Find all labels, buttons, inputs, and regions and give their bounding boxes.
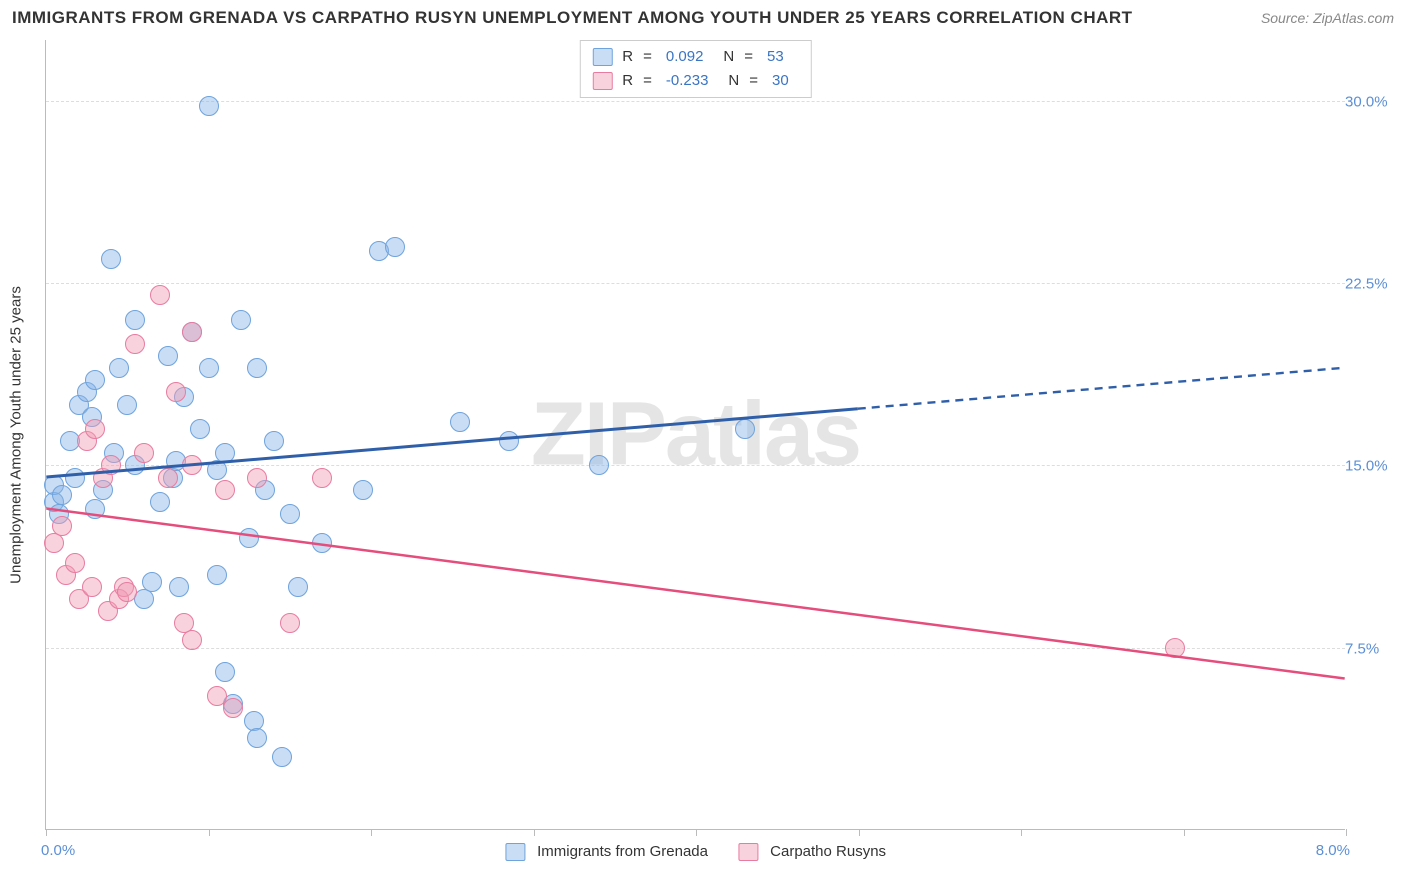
x-tick bbox=[534, 829, 535, 836]
x-tick bbox=[859, 829, 860, 836]
legend-row-carpatho: R = -0.233 N = 30 bbox=[592, 69, 798, 93]
data-point-carpatho bbox=[117, 582, 137, 602]
x-tick bbox=[46, 829, 47, 836]
data-point-grenada bbox=[215, 443, 235, 463]
data-point-grenada bbox=[264, 431, 284, 451]
data-point-grenada bbox=[589, 455, 609, 475]
y-tick-label: 30.0% bbox=[1345, 93, 1400, 110]
data-point-carpatho bbox=[1165, 638, 1185, 658]
n-value: 30 bbox=[772, 69, 789, 93]
data-point-grenada bbox=[247, 358, 267, 378]
legend-row-grenada: R = 0.092 N = 53 bbox=[592, 45, 798, 69]
data-point-grenada bbox=[101, 249, 121, 269]
data-point-grenada bbox=[207, 460, 227, 480]
n-label: N bbox=[723, 45, 734, 69]
data-point-carpatho bbox=[280, 613, 300, 633]
x-axis-min-label: 0.0% bbox=[41, 842, 75, 859]
gridline: 22.5% bbox=[46, 283, 1345, 284]
data-point-grenada bbox=[142, 572, 162, 592]
gridline: 15.0% bbox=[46, 465, 1345, 466]
data-point-grenada bbox=[169, 577, 189, 597]
data-point-grenada bbox=[117, 395, 137, 415]
data-point-carpatho bbox=[85, 419, 105, 439]
x-tick bbox=[209, 829, 210, 836]
r-value: 0.092 bbox=[666, 45, 704, 69]
data-point-carpatho bbox=[150, 285, 170, 305]
data-point-grenada bbox=[499, 431, 519, 451]
data-point-grenada bbox=[199, 96, 219, 116]
r-label: R bbox=[622, 45, 633, 69]
plot-area: R = 0.092 N = 53 R = -0.233 N = 30 ZIPat… bbox=[45, 40, 1345, 830]
data-point-carpatho bbox=[52, 516, 72, 536]
data-point-carpatho bbox=[223, 698, 243, 718]
legend-correlation: R = 0.092 N = 53 R = -0.233 N = 30 bbox=[579, 40, 811, 98]
x-tick bbox=[1346, 829, 1347, 836]
data-point-carpatho bbox=[65, 553, 85, 573]
title-bar: IMMIGRANTS FROM GRENADA VS CARPATHO RUSY… bbox=[12, 8, 1394, 28]
data-point-grenada bbox=[247, 728, 267, 748]
legend-item-grenada: Immigrants from Grenada bbox=[505, 843, 708, 861]
y-tick-label: 7.5% bbox=[1345, 640, 1400, 657]
data-point-grenada bbox=[272, 747, 292, 767]
data-point-grenada bbox=[735, 419, 755, 439]
data-point-grenada bbox=[450, 412, 470, 432]
legend-item-carpatho: Carpatho Rusyns bbox=[738, 843, 886, 861]
watermark: ZIPatlas bbox=[531, 383, 860, 486]
data-point-grenada bbox=[207, 565, 227, 585]
data-point-carpatho bbox=[215, 480, 235, 500]
data-point-carpatho bbox=[158, 468, 178, 488]
data-point-carpatho bbox=[44, 533, 64, 553]
data-point-carpatho bbox=[101, 455, 121, 475]
data-point-grenada bbox=[353, 480, 373, 500]
data-point-grenada bbox=[385, 237, 405, 257]
data-point-grenada bbox=[190, 419, 210, 439]
y-axis-title: Unemployment Among Youth under 25 years bbox=[8, 286, 25, 584]
data-point-carpatho bbox=[166, 382, 186, 402]
data-point-carpatho bbox=[82, 577, 102, 597]
data-point-grenada bbox=[312, 533, 332, 553]
swatch-icon bbox=[592, 48, 612, 66]
data-point-grenada bbox=[65, 468, 85, 488]
x-tick bbox=[696, 829, 697, 836]
swatch-icon bbox=[505, 843, 525, 861]
gridline: 7.5% bbox=[46, 648, 1345, 649]
data-point-grenada bbox=[231, 310, 251, 330]
data-point-grenada bbox=[215, 662, 235, 682]
swatch-icon bbox=[738, 843, 758, 861]
data-point-grenada bbox=[150, 492, 170, 512]
data-point-carpatho bbox=[134, 443, 154, 463]
gridline: 30.0% bbox=[46, 101, 1345, 102]
data-point-grenada bbox=[280, 504, 300, 524]
chart-title: IMMIGRANTS FROM GRENADA VS CARPATHO RUSY… bbox=[12, 8, 1133, 28]
data-point-grenada bbox=[125, 310, 145, 330]
data-point-grenada bbox=[288, 577, 308, 597]
data-point-grenada bbox=[85, 370, 105, 390]
data-point-grenada bbox=[52, 485, 72, 505]
data-point-carpatho bbox=[182, 630, 202, 650]
source-label: Source: ZipAtlas.com bbox=[1261, 10, 1394, 26]
data-point-grenada bbox=[199, 358, 219, 378]
x-tick bbox=[371, 829, 372, 836]
data-point-grenada bbox=[158, 346, 178, 366]
swatch-icon bbox=[592, 72, 612, 90]
data-point-carpatho bbox=[182, 322, 202, 342]
data-point-carpatho bbox=[247, 468, 267, 488]
legend-series: Immigrants from Grenada Carpatho Rusyns bbox=[505, 843, 886, 861]
data-point-carpatho bbox=[182, 455, 202, 475]
data-point-carpatho bbox=[125, 334, 145, 354]
y-tick-label: 22.5% bbox=[1345, 276, 1400, 293]
x-tick bbox=[1021, 829, 1022, 836]
x-tick bbox=[1184, 829, 1185, 836]
data-point-grenada bbox=[109, 358, 129, 378]
data-point-carpatho bbox=[312, 468, 332, 488]
data-point-grenada bbox=[239, 528, 259, 548]
trend-line-dashed-grenada bbox=[858, 368, 1345, 409]
x-axis-max-label: 8.0% bbox=[1316, 842, 1350, 859]
r-value: -0.233 bbox=[666, 69, 709, 93]
y-tick-label: 15.0% bbox=[1345, 458, 1400, 475]
data-point-grenada bbox=[85, 499, 105, 519]
n-value: 53 bbox=[767, 45, 784, 69]
